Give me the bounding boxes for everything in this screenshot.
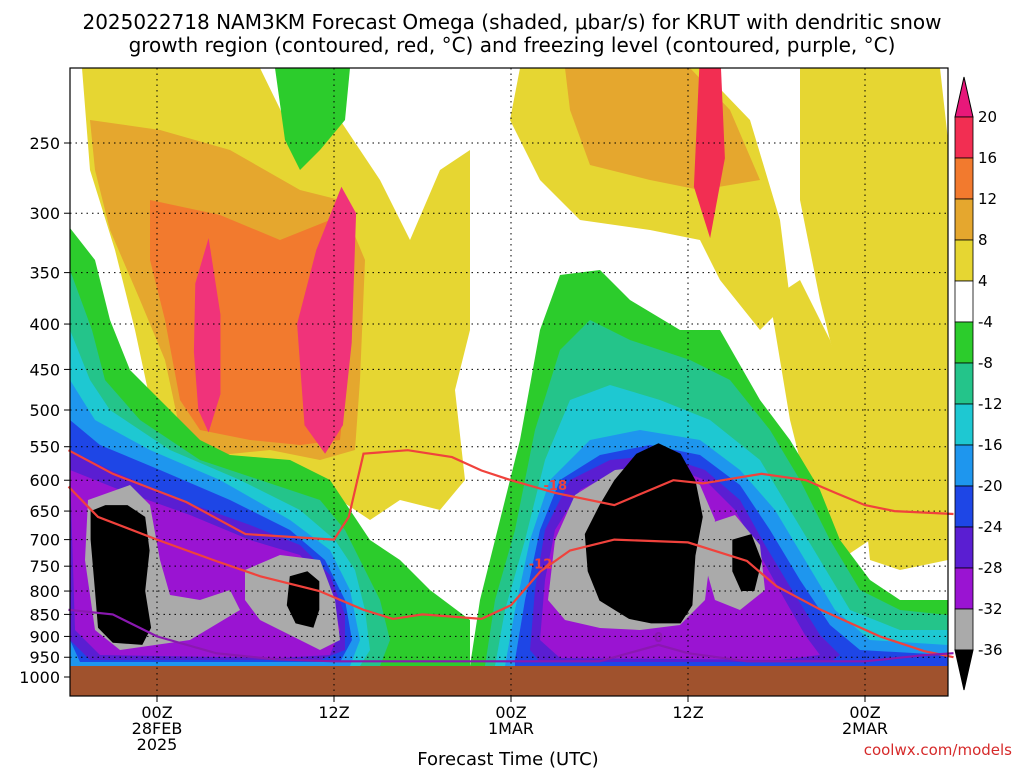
colorbar-swatch xyxy=(954,444,974,487)
colorbar-swatch xyxy=(954,567,974,610)
colorbar: 20 16 12 8 4 -4 -8 -12 -16 -20 -24 -28 -32 -36 xyxy=(954,76,1003,691)
colorbar-label: -24 xyxy=(978,518,1003,536)
colorbar-label: -8 xyxy=(978,354,993,372)
colorbar-swatch xyxy=(954,321,974,364)
contours: -18 -12 0 xyxy=(67,449,954,663)
x-tick-label: 00Z xyxy=(141,703,172,722)
gridlines xyxy=(70,68,948,696)
plot-frame xyxy=(69,67,949,697)
y-tick-label: 400 xyxy=(29,315,60,334)
updraft-black-1 xyxy=(90,505,152,645)
colorbar-label: 12 xyxy=(978,190,997,208)
omega-red-1 xyxy=(193,238,221,433)
contour-line xyxy=(68,608,954,663)
y-tick-label: 900 xyxy=(29,627,60,646)
omega-extreme-regions xyxy=(90,68,762,645)
y-tick-label: 1000 xyxy=(19,668,60,687)
x-tick-label: 2025 xyxy=(137,735,178,754)
x-tick-label: 28FEB xyxy=(132,719,183,738)
colorbar-label: 16 xyxy=(978,149,997,167)
colorbar-label: 4 xyxy=(978,272,988,290)
updraft-black-4 xyxy=(732,534,762,591)
omega-orange-1 xyxy=(693,68,725,239)
colorbar-swatch xyxy=(954,280,974,323)
y-tick-label: 800 xyxy=(29,582,60,601)
contour-line xyxy=(67,485,954,659)
colorbar-swatch xyxy=(954,485,974,528)
omega-yellow-right-mid xyxy=(770,280,870,560)
y-tick-label: 550 xyxy=(29,438,60,457)
colorbar-swatch xyxy=(954,116,974,159)
colorbar-label: 20 xyxy=(978,108,997,126)
omega-shading xyxy=(70,68,948,666)
chart-title-line-1: 2025022718 NAM3KM Forecast Omega (shaded… xyxy=(82,10,941,34)
omega-green-left-top xyxy=(275,68,350,170)
x-tick-label: 12Z xyxy=(318,703,349,722)
colorbar-bottom-arrow xyxy=(954,649,974,691)
colorbar-swatch xyxy=(954,198,974,241)
colorbar-label: -32 xyxy=(978,600,1003,618)
y-tick-label: 950 xyxy=(29,648,60,667)
credit-link[interactable]: coolwx.com/models xyxy=(864,741,1012,759)
colorbar-label: -36 xyxy=(978,641,1003,659)
colorbar-label: -16 xyxy=(978,436,1003,454)
colorbar-swatch xyxy=(954,157,974,200)
colorbar-label: -12 xyxy=(978,395,1003,413)
y-tick-label: 500 xyxy=(29,401,60,420)
y-tick-label: 850 xyxy=(29,605,60,624)
colorbar-swatch xyxy=(954,403,974,446)
contour-label: -12 xyxy=(529,557,553,572)
x-tick-label: 12Z xyxy=(672,703,703,722)
x-tick-label: 2MAR xyxy=(842,719,888,738)
omega-yellow-far-right xyxy=(800,68,948,570)
y-tick-label: 250 xyxy=(29,134,60,153)
contour-label: 0 xyxy=(654,631,663,646)
ground-strip xyxy=(70,666,948,696)
colorbar-swatch xyxy=(954,526,974,569)
x-tick-label: 00Z xyxy=(849,703,880,722)
y-tick-label: 750 xyxy=(29,557,60,576)
omega-red-2 xyxy=(297,186,357,454)
x-tick-label: 1MAR xyxy=(488,719,534,738)
y-axis: 250 300 350 400 450 500 550 600 650 700 750 800 850 9… xyxy=(19,134,70,687)
colorbar-label: -4 xyxy=(978,313,993,331)
colorbar-label: -28 xyxy=(978,559,1003,577)
y-tick-label: 300 xyxy=(29,204,60,223)
x-tick-label: 00Z xyxy=(495,703,526,722)
y-tick-label: 700 xyxy=(29,531,60,550)
x-axis-title: Forecast Time (UTC) xyxy=(417,749,598,768)
colorbar-label: 8 xyxy=(978,231,988,249)
y-tick-label: 450 xyxy=(29,360,60,379)
y-tick-label: 600 xyxy=(29,471,60,490)
chart-title-line-2: growth region (contoured, red, °C) and f… xyxy=(129,33,896,57)
updraft-black-2 xyxy=(584,443,703,624)
colorbar-label: -20 xyxy=(978,477,1003,495)
colorbar-top-arrow xyxy=(954,76,974,118)
y-tick-label: 650 xyxy=(29,502,60,521)
y-tick-label: 350 xyxy=(29,264,60,283)
colorbar-swatch xyxy=(954,239,974,282)
contour-label: -18 xyxy=(544,479,568,494)
colorbar-swatch xyxy=(954,608,974,651)
colorbar-swatch xyxy=(954,362,974,405)
contour-line xyxy=(67,449,954,541)
